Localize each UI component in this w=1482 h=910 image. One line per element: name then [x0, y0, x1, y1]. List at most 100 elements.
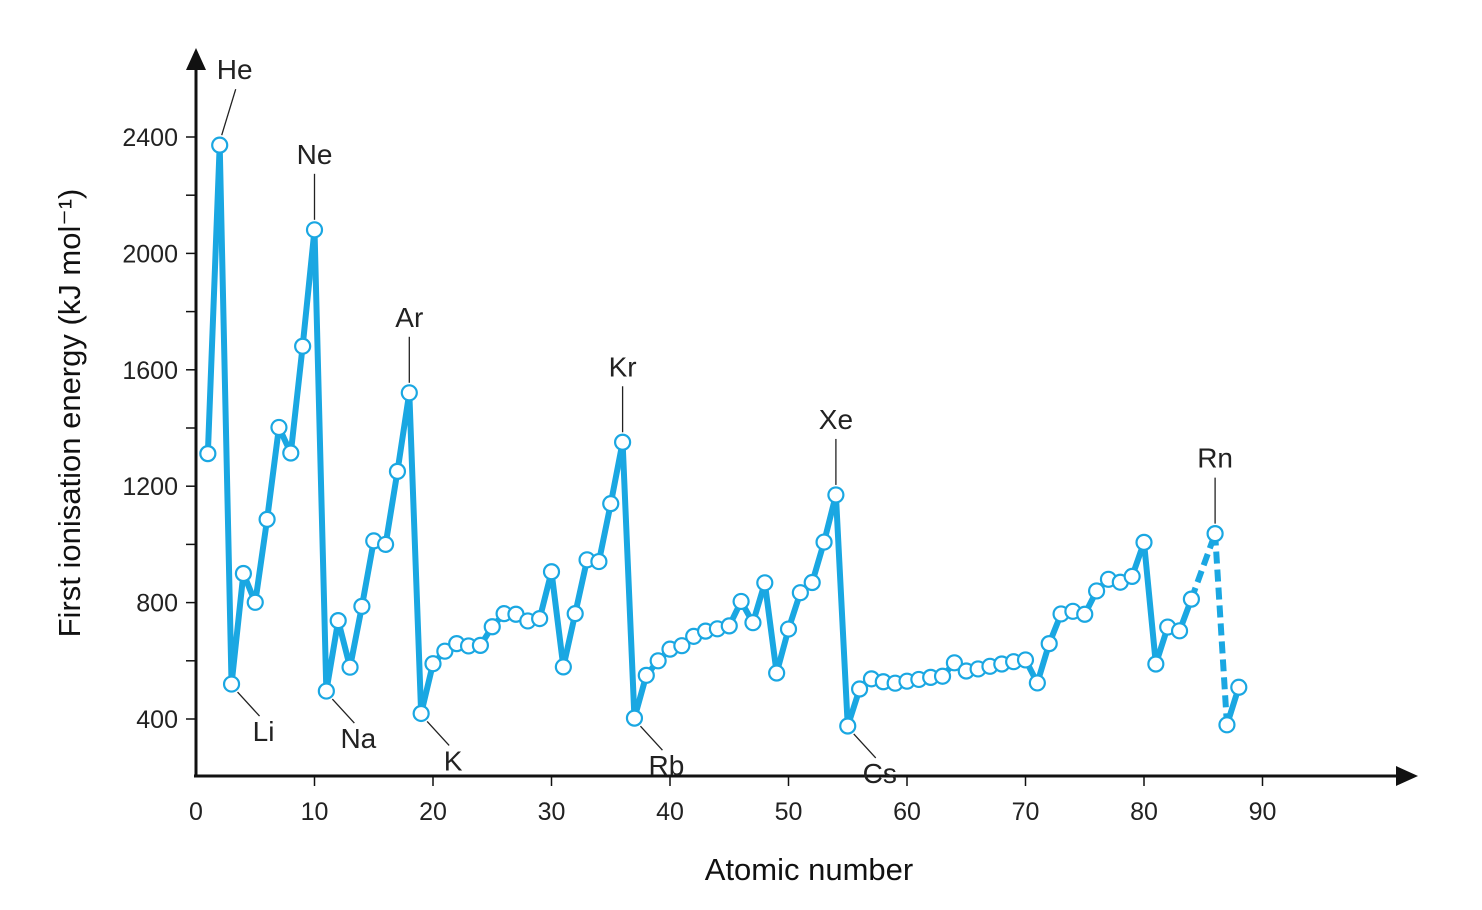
data-point: [768, 664, 786, 682]
element-label-rn: Rn: [1197, 443, 1233, 474]
series-line-segment: [406, 389, 425, 717]
element-label-kr: Kr: [609, 351, 637, 382]
data-point: [377, 535, 395, 554]
data-point: [1040, 635, 1058, 653]
y-axis-arrowhead: [186, 48, 206, 70]
x-tick-label: 80: [1130, 798, 1158, 826]
data-point: [400, 384, 418, 402]
x-tick-label: 10: [301, 798, 329, 826]
data-point: [602, 495, 620, 513]
x-tick-label: 20: [419, 798, 447, 826]
series-line-segment: [252, 516, 271, 606]
series-line-segment: [323, 617, 342, 695]
y-tick-label: 400: [136, 706, 178, 734]
data-points: [199, 136, 1248, 735]
x-tick-label: 0: [189, 798, 203, 826]
data-point: [613, 433, 632, 451]
series-line-segment: [382, 468, 401, 548]
x-tick-label: 50: [775, 798, 803, 826]
leader-line: [331, 698, 355, 724]
series-line-segment: [311, 226, 330, 695]
series-line-segment: [1212, 533, 1230, 726]
data-point: [211, 136, 229, 154]
axes: [186, 48, 1418, 786]
x-tick-label: 60: [893, 798, 921, 826]
data-point: [1230, 678, 1248, 696]
element-label-ar: Ar: [395, 302, 423, 333]
x-axis-title: Atomic number: [705, 852, 913, 887]
data-point: [1206, 525, 1224, 543]
data-point: [815, 533, 833, 551]
data-point: [388, 462, 407, 480]
data-point: [542, 563, 561, 581]
series-line-segment: [1141, 539, 1159, 668]
data-point: [531, 610, 549, 628]
leader-line: [426, 721, 450, 746]
x-tick-label: 30: [538, 798, 566, 826]
x-tick-label: 70: [1012, 798, 1040, 826]
data-point: [803, 573, 821, 592]
data-point: [234, 564, 252, 583]
data-point: [554, 658, 572, 676]
data-point: [732, 592, 750, 611]
element-label-he: He: [217, 54, 253, 85]
data-point: [625, 709, 644, 727]
element-label-xe: Xe: [819, 404, 853, 435]
data-point: [270, 418, 288, 437]
data-point: [839, 717, 857, 735]
series-line-segment: [619, 439, 638, 722]
y-tick-label: 2400: [122, 124, 178, 152]
ticks: 0 10 20 30 40 50 60 70 80 90 400 800 1200 1600 2000 240…: [122, 124, 1276, 826]
series-line-segment: [560, 610, 579, 670]
leader-line: [237, 691, 261, 717]
data-point: [1123, 567, 1141, 586]
data-point: [1218, 716, 1236, 734]
data-point: [1087, 582, 1106, 600]
data-point: [720, 617, 738, 635]
series-line-segment: [347, 603, 365, 671]
data-point: [199, 445, 217, 463]
data-point: [1076, 605, 1094, 623]
data-point: [258, 510, 276, 528]
data-point: [305, 221, 324, 239]
data-point: [353, 597, 371, 615]
element-label-cs: Cs: [863, 758, 897, 789]
data-point: [791, 584, 809, 602]
data-point: [412, 704, 430, 723]
element-label-na: Na: [340, 723, 376, 754]
data-point: [282, 444, 300, 462]
data-point: [744, 614, 762, 632]
data-point: [1016, 651, 1035, 669]
x-axis-arrowhead: [1396, 766, 1418, 786]
series-line-segment: [264, 424, 282, 523]
y-tick-label: 800: [136, 590, 178, 618]
data-point: [590, 552, 608, 571]
series-line-segment: [228, 570, 247, 688]
element-label-k: K: [444, 745, 463, 776]
data-point: [436, 642, 454, 660]
data-point: [850, 680, 869, 698]
x-tick-label: 90: [1249, 798, 1277, 826]
series-line-segment: [548, 568, 567, 670]
data-point: [756, 574, 774, 592]
data-point: [827, 486, 845, 504]
series-line-segment: [358, 537, 377, 610]
data-point: [933, 667, 952, 685]
data-point: [637, 666, 655, 684]
data-point: [673, 637, 691, 655]
y-axis-title: First ionisation energy (kJ mol⁻¹): [52, 189, 87, 638]
data-point: [1182, 590, 1201, 608]
y-tick-label: 1600: [122, 357, 178, 385]
annotations: He Ne Ar Kr Xe Rn Li Na K Rb Cs: [217, 54, 1233, 789]
data-point: [779, 620, 798, 638]
element-label-ne: Ne: [297, 139, 333, 170]
data-point: [1170, 622, 1189, 640]
series-line-segment: [832, 491, 851, 729]
y-tick-label: 1200: [122, 473, 178, 501]
leader-line: [853, 733, 877, 759]
data-point: [945, 654, 964, 672]
data-point: [341, 658, 359, 676]
leader-line: [221, 88, 237, 136]
series-line-segment: [572, 556, 591, 617]
